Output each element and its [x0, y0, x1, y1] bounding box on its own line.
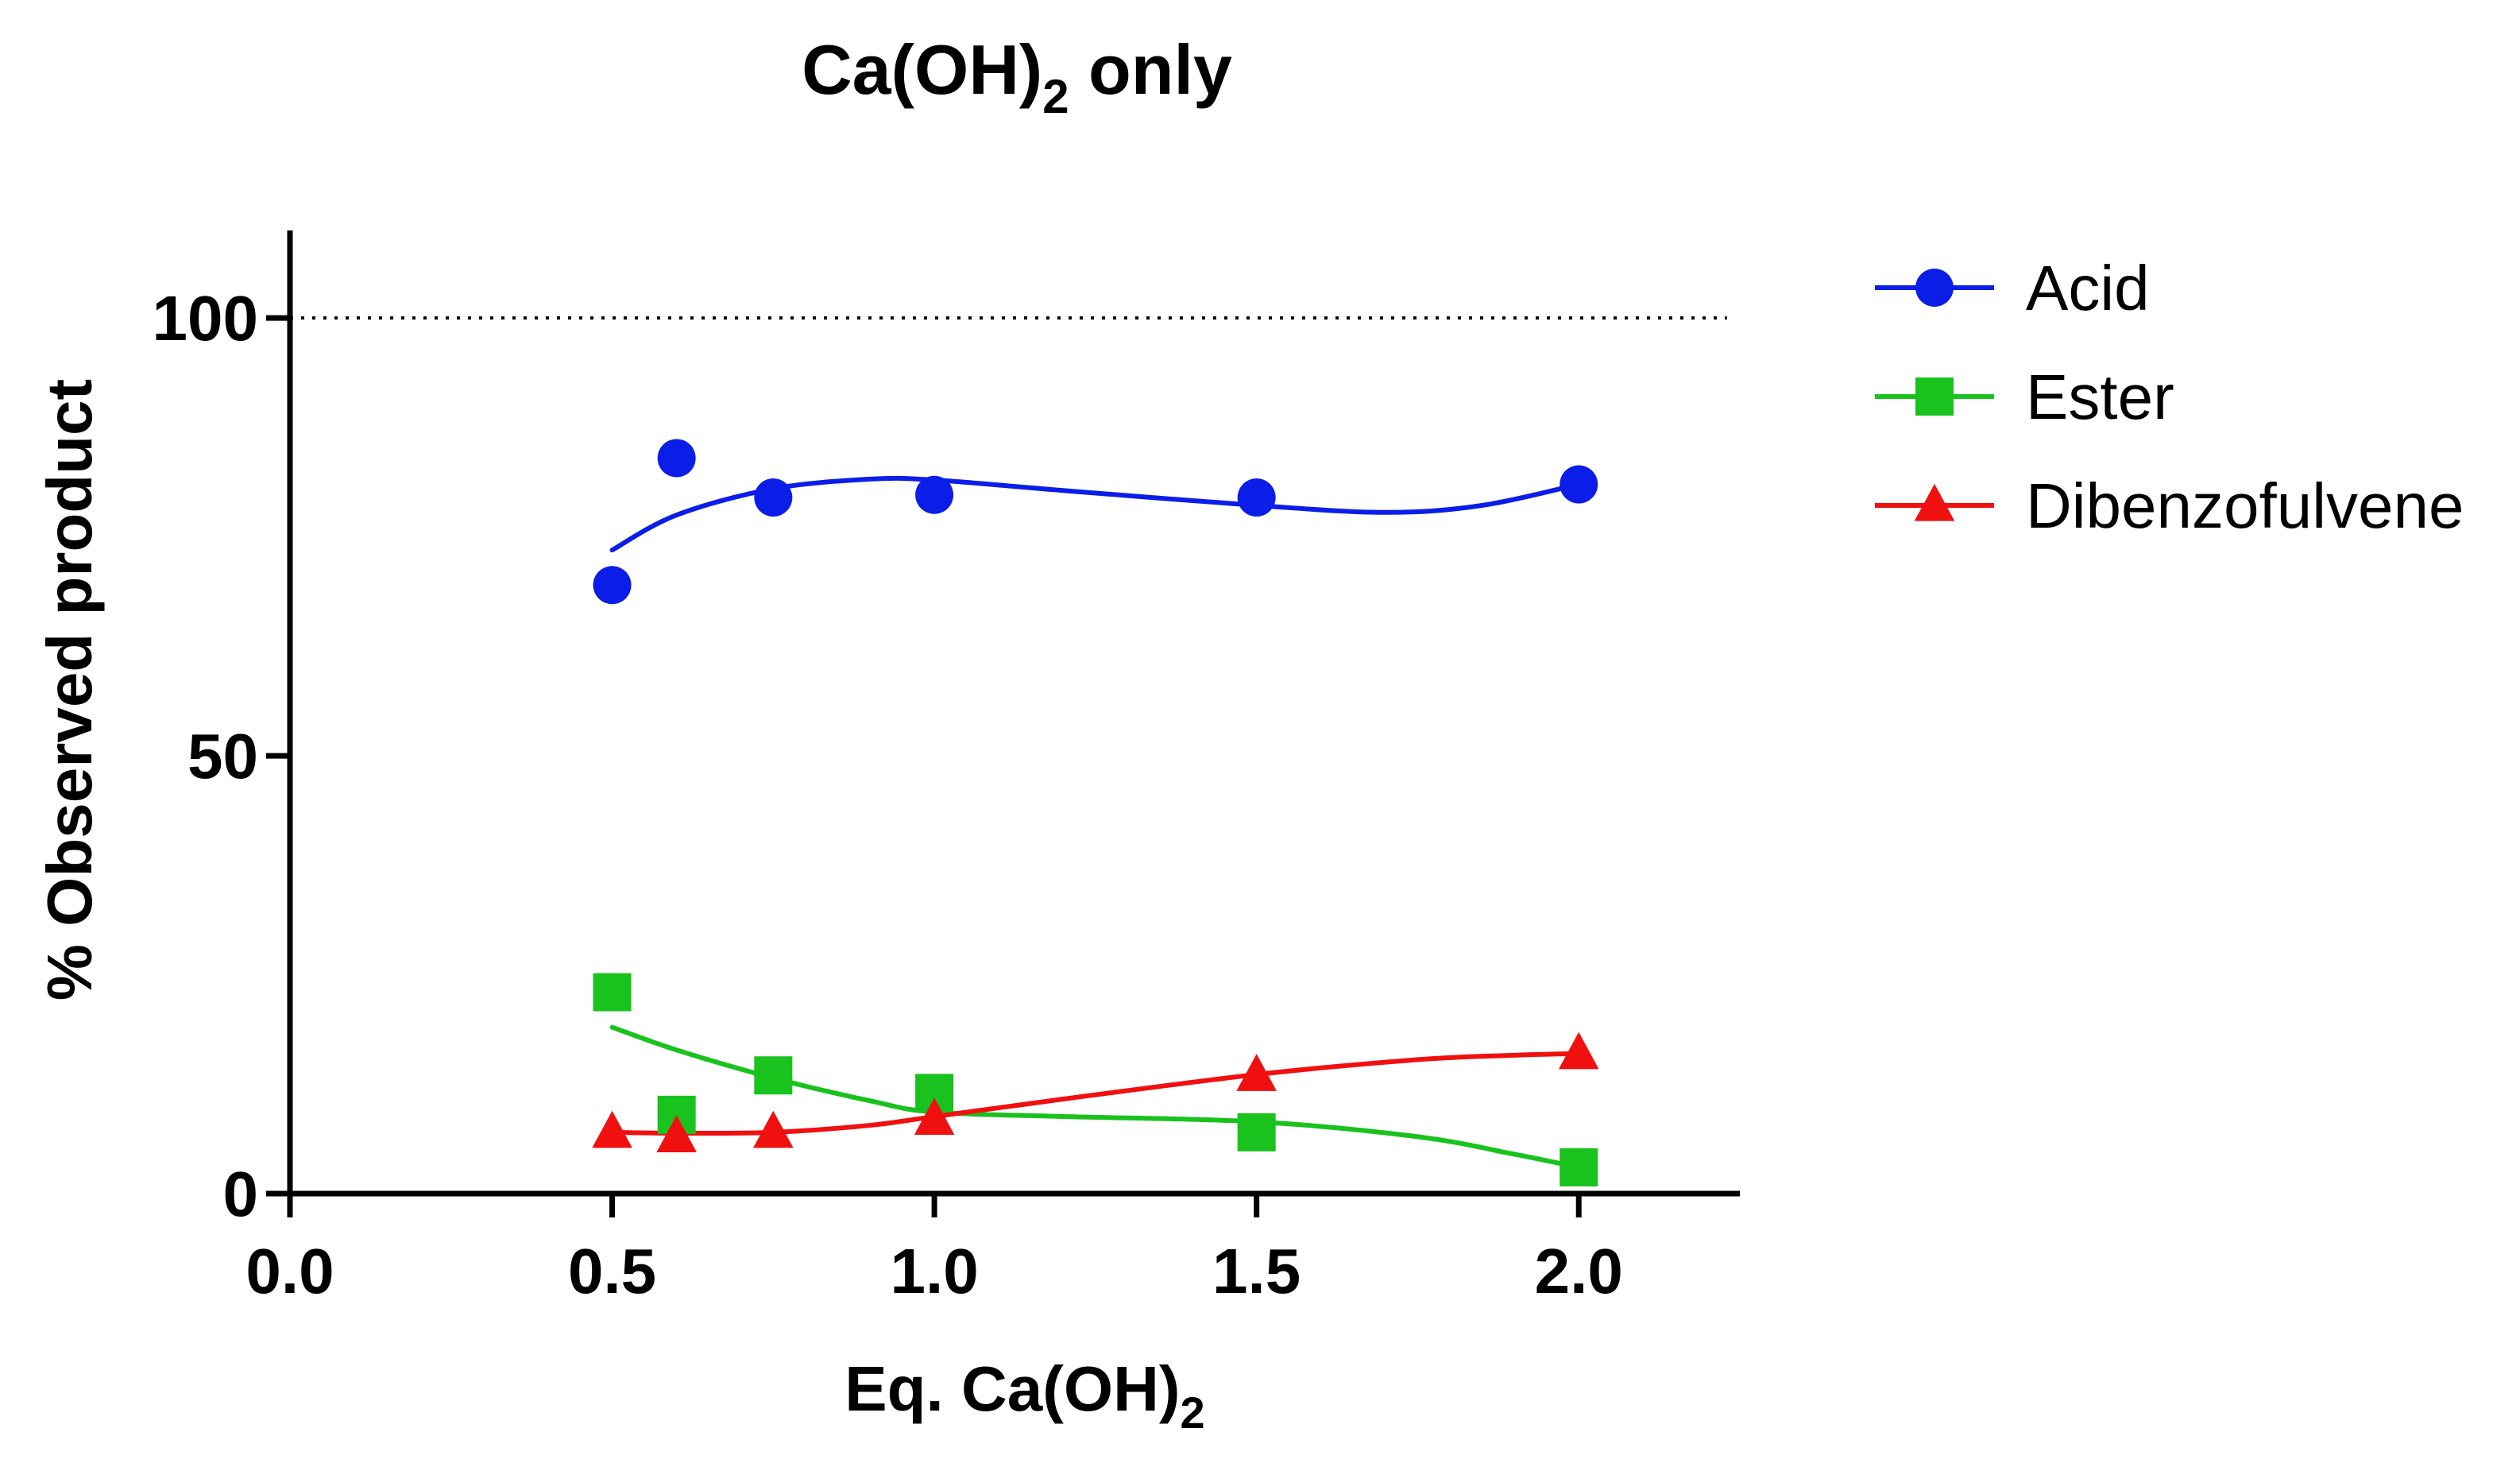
point-ester [1560, 1148, 1598, 1186]
legend-label-dibenzofulvene: Dibenzofulvene [2026, 470, 2464, 541]
point-ester [754, 1056, 793, 1095]
point-dibenzofulvene [1558, 1031, 1599, 1070]
fit-curve-ester [609, 1024, 1582, 1170]
x-tick-label: 1.5 [1212, 1236, 1301, 1306]
x-tick-label: 0.5 [568, 1236, 656, 1306]
point-ester [593, 973, 632, 1012]
legend-marker-acid [1915, 269, 1954, 307]
axes: 0 50 100 0.0 0.5 1.0 1.5 2.0 [153, 230, 1740, 1306]
chart-title: Ca(OH)2 only [802, 30, 1232, 123]
legend-item-ester: Ester [1875, 362, 2174, 432]
point-acid [657, 439, 696, 478]
x-tick-label: 1.0 [891, 1236, 979, 1306]
legend: Acid Ester Dibenzofulvene [1875, 253, 2464, 541]
point-dibenzofulvene [656, 1115, 697, 1153]
point-acid [1560, 465, 1598, 504]
data-points [592, 439, 1599, 1186]
x-tick-label: 2.0 [1535, 1236, 1623, 1306]
point-dibenzofulvene [914, 1097, 955, 1136]
fit-curve-dibenzofulvene [609, 1051, 1582, 1136]
legend-marker-ester [1915, 377, 1954, 416]
legend-label-acid: Acid [2026, 253, 2150, 323]
point-acid [1237, 478, 1276, 517]
point-acid [754, 478, 793, 517]
fit-curves [609, 475, 1582, 1170]
y-tick-label: 100 [153, 283, 258, 354]
point-dibenzofulvene [1236, 1054, 1277, 1091]
y-tick-label: 50 [187, 721, 258, 791]
legend-item-acid: Acid [1875, 253, 2150, 323]
point-acid [915, 475, 954, 514]
y-tick-label: 0 [223, 1159, 259, 1229]
x-tick-label: 0.0 [245, 1236, 334, 1306]
fit-curve-acid [609, 475, 1582, 553]
point-ester [1237, 1113, 1276, 1151]
point-dibenzofulvene [592, 1110, 632, 1148]
legend-marker-dibenzofulvene [1914, 483, 1955, 521]
x-axis-label-subscript: 2 [1181, 1388, 1205, 1438]
point-dibenzofulvene [753, 1110, 794, 1148]
point-acid [593, 566, 632, 605]
y-axis-label: % Observed product [34, 379, 105, 1000]
legend-item-dibenzofulvene: Dibenzofulvene [1875, 470, 2464, 541]
chart-title-subscript: 2 [1042, 70, 1069, 123]
legend-label-ester: Ester [2026, 362, 2174, 432]
x-axis-label: Eq. Ca(OH)2 [845, 1353, 1204, 1438]
